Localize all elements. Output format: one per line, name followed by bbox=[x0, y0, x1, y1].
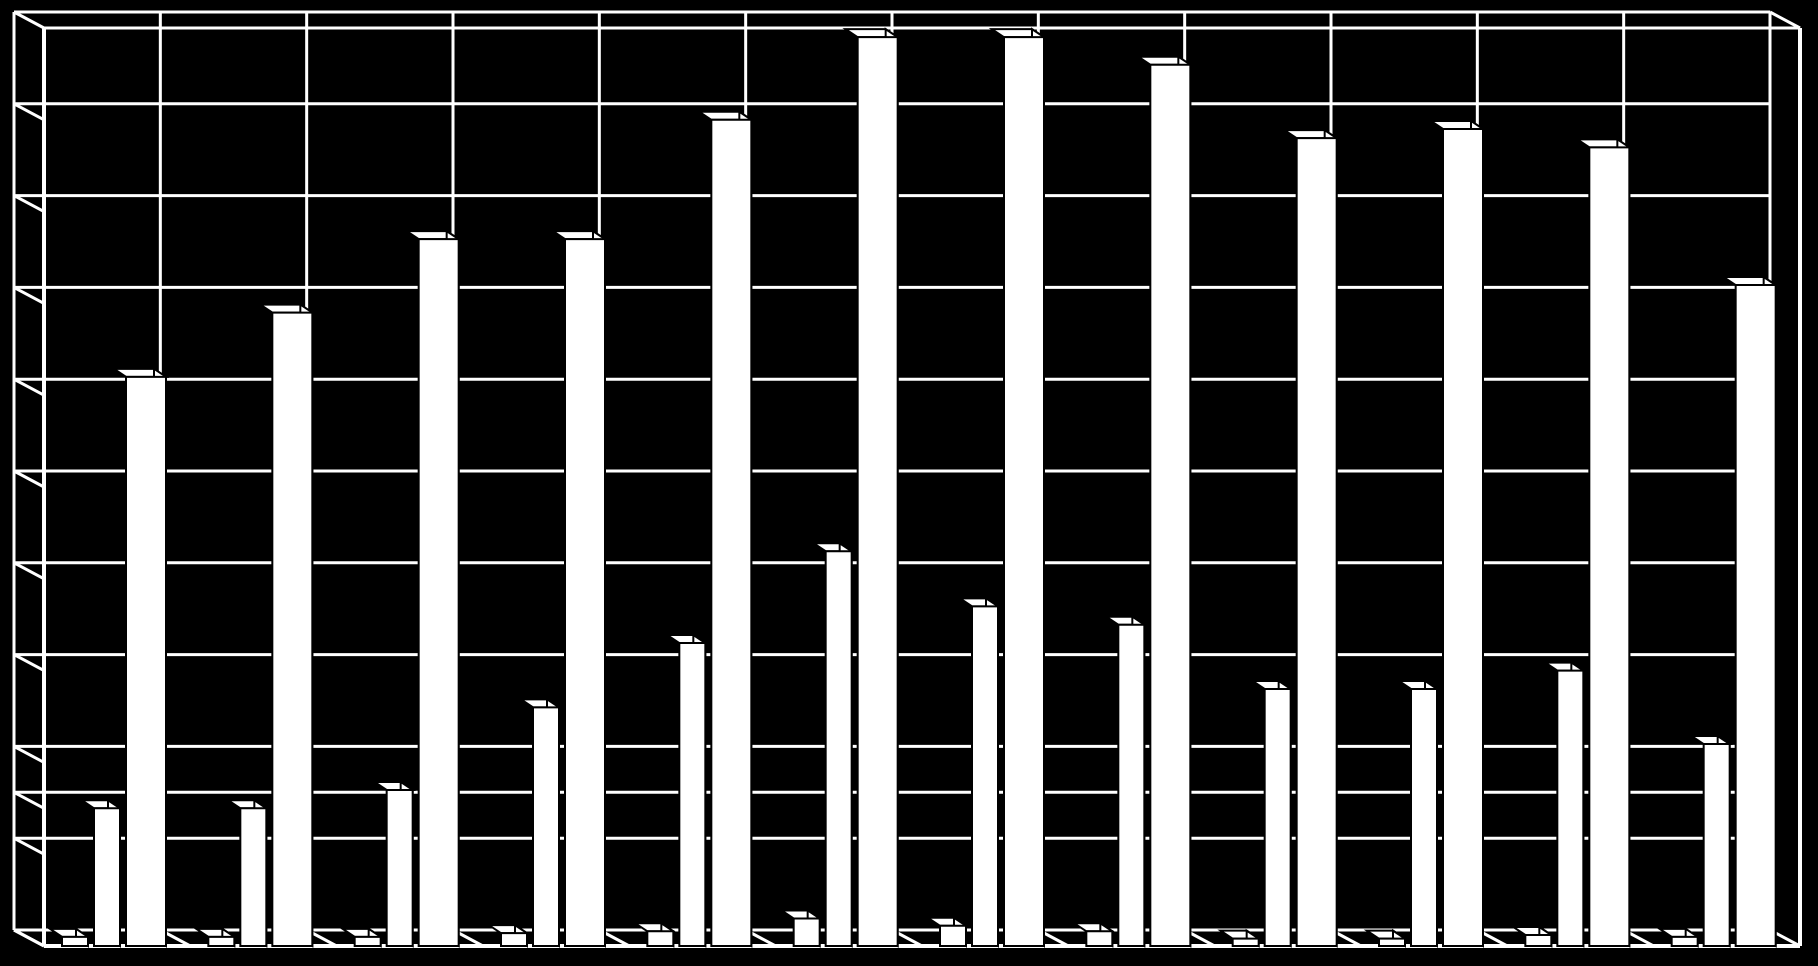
bar-chart bbox=[0, 0, 1818, 966]
